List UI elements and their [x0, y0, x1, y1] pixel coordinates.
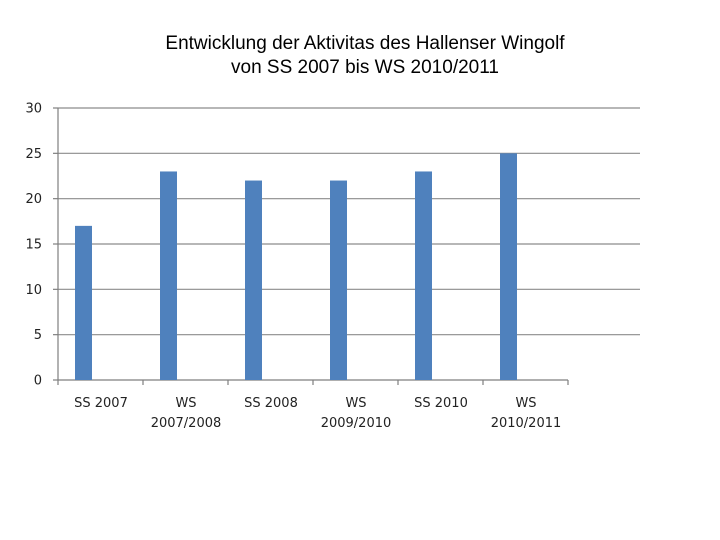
- x-category-label-line: 2007/2008: [151, 416, 222, 431]
- x-category-label-line: WS: [345, 396, 366, 411]
- y-tick-label: 20: [25, 192, 42, 207]
- x-category-label: SS 2010: [414, 396, 468, 411]
- y-tick-label: 5: [34, 328, 42, 343]
- bar: [415, 171, 432, 380]
- x-category-label: WS 2007/2008: [151, 396, 222, 431]
- x-category-label: SS 2008: [244, 396, 298, 411]
- bar: [160, 171, 177, 380]
- y-tick-label: 0: [34, 374, 42, 389]
- chart-title-line-1: Entwicklung der Aktivitas des Hallenser …: [165, 33, 565, 54]
- y-tick-label: 25: [25, 147, 42, 162]
- x-category-label-line: SS 2008: [244, 396, 298, 411]
- bar: [330, 180, 347, 380]
- x-category-label-line: 2009/2010: [321, 416, 392, 431]
- x-category-label-line: SS 2010: [414, 396, 468, 411]
- x-category-label: WS 2010/2011: [491, 396, 562, 431]
- y-tick-label: 30: [25, 102, 42, 117]
- bar: [245, 180, 262, 380]
- x-category-label: SS 2007: [74, 396, 128, 411]
- bar: [500, 153, 517, 380]
- chart-title-line-2: von SS 2007 bis WS 2010/2011: [231, 57, 499, 78]
- x-category-label: WS 2009/2010: [321, 396, 392, 431]
- x-category-label-line: WS: [175, 396, 196, 411]
- chart-title: Entwicklung der Aktivitas des Hallenser …: [0, 32, 720, 80]
- y-tick-label: 10: [25, 283, 42, 298]
- y-tick-label: 15: [25, 238, 42, 253]
- bar: [75, 225, 92, 380]
- x-category-label-line: SS 2007: [74, 396, 128, 411]
- x-category-label-line: 2010/2011: [491, 416, 562, 431]
- x-category-label-line: WS: [515, 396, 536, 411]
